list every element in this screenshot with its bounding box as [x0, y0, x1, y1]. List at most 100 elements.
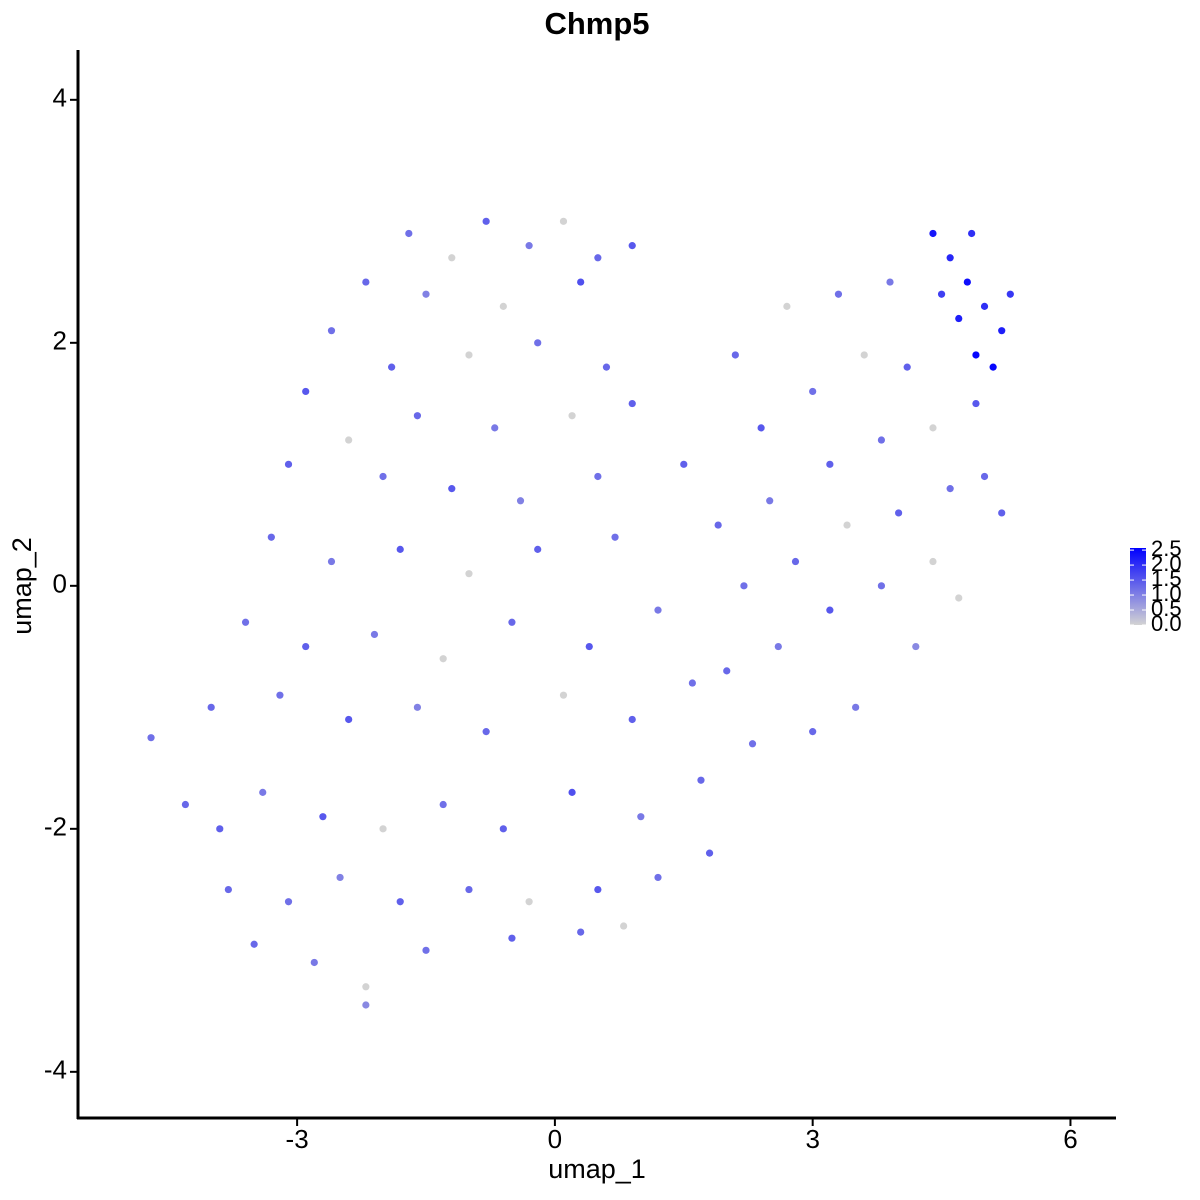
point	[302, 642, 310, 651]
point	[422, 946, 430, 954]
point	[508, 934, 516, 942]
y-tick-label: 2	[53, 326, 67, 356]
point	[499, 825, 507, 833]
point	[525, 898, 533, 906]
point	[980, 302, 989, 310]
point	[405, 229, 413, 238]
point	[628, 399, 636, 408]
point	[241, 618, 250, 626]
point	[362, 278, 370, 286]
point	[895, 509, 903, 517]
point	[826, 606, 834, 614]
point	[568, 788, 576, 796]
point	[877, 436, 886, 444]
point	[259, 788, 267, 796]
point	[852, 703, 860, 711]
point	[267, 533, 275, 541]
point	[250, 940, 258, 948]
point	[757, 424, 765, 432]
chart-title: Chmp5	[544, 6, 649, 41]
point	[413, 703, 422, 711]
point	[809, 728, 817, 736]
point	[422, 290, 430, 298]
x-tick-label: 0	[548, 1124, 562, 1154]
point	[834, 290, 843, 298]
point	[568, 412, 576, 420]
point	[594, 472, 602, 481]
point	[370, 630, 379, 639]
point	[946, 254, 954, 262]
color-tick-label: 2.5	[1151, 536, 1182, 561]
point	[594, 885, 602, 894]
point	[508, 618, 516, 626]
point	[181, 800, 190, 809]
point	[826, 460, 834, 468]
point	[439, 655, 447, 663]
y-axis-title: umap_2	[7, 537, 37, 635]
point	[791, 557, 800, 566]
point	[396, 545, 404, 553]
point	[559, 691, 568, 699]
x-tick-label: 6	[1063, 1124, 1077, 1154]
x-tick-label: -3	[286, 1124, 309, 1154]
point	[697, 776, 705, 784]
point	[534, 339, 542, 347]
point	[783, 302, 791, 310]
point	[968, 229, 976, 238]
point	[628, 715, 636, 724]
point	[740, 582, 748, 590]
point	[705, 849, 714, 857]
point	[637, 813, 645, 821]
point	[345, 715, 353, 724]
point	[534, 545, 542, 553]
point	[654, 873, 662, 882]
point	[465, 351, 473, 359]
point	[302, 387, 310, 396]
point	[680, 460, 688, 468]
color-tick-label: 0.5	[1151, 596, 1182, 621]
point	[998, 327, 1006, 335]
point	[748, 740, 757, 748]
color-tick-label: 0.0	[1151, 611, 1182, 636]
point	[723, 667, 731, 675]
point	[731, 351, 739, 359]
point	[482, 728, 490, 736]
point	[929, 424, 937, 432]
point	[766, 497, 774, 505]
point	[980, 472, 989, 481]
y-tick-label: 0	[53, 569, 67, 599]
point	[499, 302, 507, 310]
point	[465, 570, 473, 578]
point	[602, 363, 611, 371]
point	[912, 642, 920, 651]
point	[147, 734, 155, 742]
color-tick-label: 1.0	[1151, 581, 1182, 606]
point	[284, 898, 293, 906]
point	[491, 424, 499, 432]
point	[688, 679, 696, 687]
point	[989, 363, 997, 371]
point	[937, 290, 946, 298]
point	[585, 642, 593, 651]
color-bar	[1130, 548, 1146, 625]
point	[886, 278, 894, 286]
point	[448, 485, 456, 493]
point	[284, 460, 293, 468]
y-tick-label: 4	[53, 83, 67, 113]
point	[577, 928, 585, 936]
color-tick-label: 1.5	[1151, 566, 1182, 591]
point	[362, 1001, 370, 1009]
point	[877, 582, 886, 590]
point	[319, 813, 327, 821]
point	[216, 825, 224, 833]
point	[525, 242, 533, 250]
point	[860, 351, 868, 359]
point	[482, 217, 490, 225]
point	[396, 898, 404, 906]
point	[1006, 290, 1014, 298]
point	[955, 594, 963, 602]
point	[963, 278, 971, 286]
point	[955, 314, 963, 323]
point	[774, 642, 782, 651]
point	[946, 485, 954, 493]
